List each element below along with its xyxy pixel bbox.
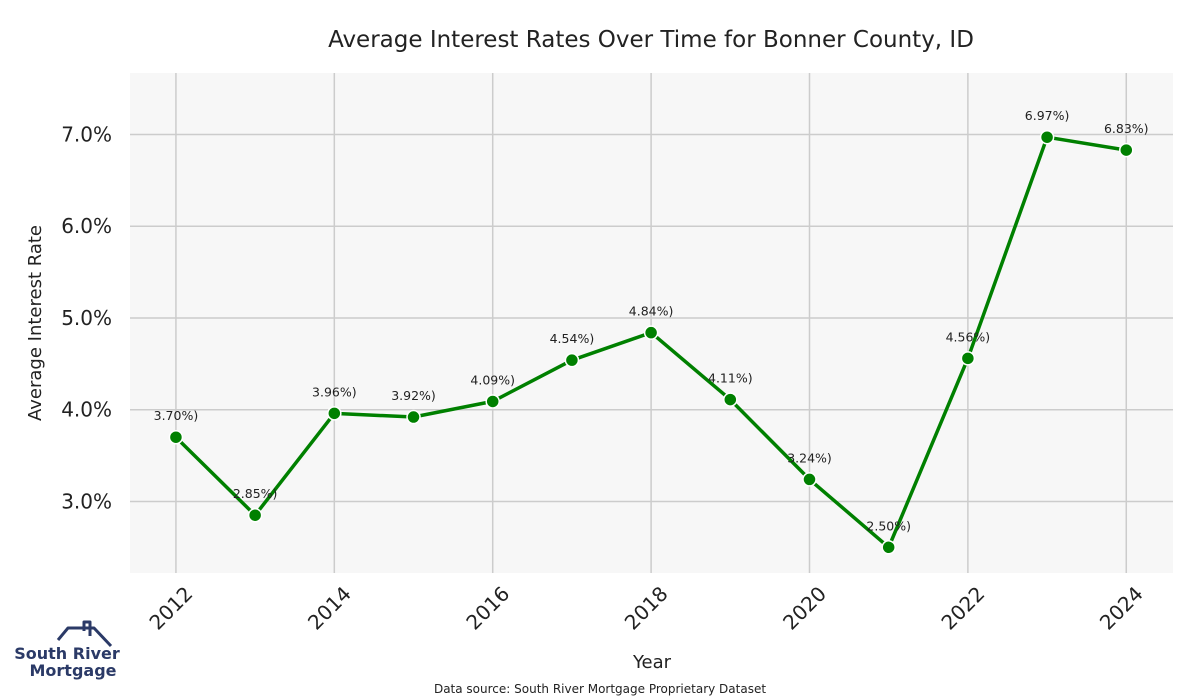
data-point bbox=[564, 352, 580, 368]
x-tick-label: 2012 bbox=[145, 582, 198, 635]
x-tick-label: 2024 bbox=[1095, 582, 1148, 635]
data-label: 2.85%) bbox=[233, 486, 278, 501]
x-tick-label: 2022 bbox=[936, 582, 989, 635]
y-tick-label: 6.0% bbox=[61, 214, 112, 238]
house-roof-icon bbox=[56, 620, 113, 648]
data-label: 4.56%) bbox=[946, 329, 991, 344]
data-point bbox=[881, 540, 896, 555]
data-point bbox=[485, 394, 500, 409]
y-tick-label: 7.0% bbox=[61, 122, 112, 146]
data-point bbox=[327, 406, 342, 421]
y-axis-label: Average Interest Rate bbox=[25, 225, 46, 421]
data-point bbox=[723, 392, 738, 407]
data-label: 2.50%) bbox=[866, 518, 911, 533]
data-point bbox=[168, 429, 184, 445]
data-point bbox=[1039, 129, 1055, 145]
grid-lines bbox=[130, 73, 1173, 573]
data-point bbox=[960, 351, 976, 366]
data-labels: 3.70%) 2.85%) 3.96%) 3.92%) 4.09%) 4.54%) 4.84… bbox=[154, 108, 1149, 533]
x-axis-ticks: 2012 2014 2016 2018 2020 2022 2024 bbox=[145, 582, 1148, 635]
x-tick-label: 2018 bbox=[620, 582, 673, 635]
x-tick-label: 2014 bbox=[303, 582, 356, 635]
data-point bbox=[1119, 142, 1134, 158]
data-point bbox=[643, 325, 659, 340]
data-label: 3.70%) bbox=[154, 408, 199, 423]
data-label: 3.96%) bbox=[312, 384, 357, 399]
logo-line-2: Mortgage bbox=[29, 661, 116, 680]
logo-line-1: South River bbox=[14, 644, 120, 663]
data-point bbox=[802, 472, 817, 487]
data-label: 6.97%) bbox=[1025, 108, 1070, 123]
data-label: 4.11%) bbox=[708, 371, 753, 386]
data-points bbox=[168, 129, 1134, 555]
data-label: 4.84%) bbox=[629, 304, 674, 319]
data-label: 6.83%) bbox=[1104, 121, 1149, 136]
data-label: 4.54%) bbox=[550, 331, 595, 346]
chart-title: Average Interest Rates Over Time for Bon… bbox=[328, 27, 974, 53]
data-point bbox=[406, 409, 421, 425]
y-tick-label: 3.0% bbox=[61, 489, 112, 513]
data-label: 3.92%) bbox=[391, 388, 436, 403]
data-label: 3.24%) bbox=[787, 450, 832, 465]
south-river-mortgage-logo: South River Mortgage bbox=[14, 620, 120, 680]
y-tick-label: 5.0% bbox=[61, 306, 112, 330]
y-tick-label: 4.0% bbox=[61, 398, 112, 422]
y-axis-ticks: 3.0% 4.0% 5.0% 6.0% 7.0% bbox=[61, 122, 112, 513]
x-tick-label: 2016 bbox=[461, 582, 514, 635]
x-tick-label: 2020 bbox=[778, 582, 831, 635]
data-source-note: Data source: South River Mortgage Propri… bbox=[434, 682, 766, 696]
data-label: 4.09%) bbox=[470, 372, 515, 387]
x-axis-label: Year bbox=[632, 652, 672, 673]
data-point bbox=[247, 507, 263, 523]
